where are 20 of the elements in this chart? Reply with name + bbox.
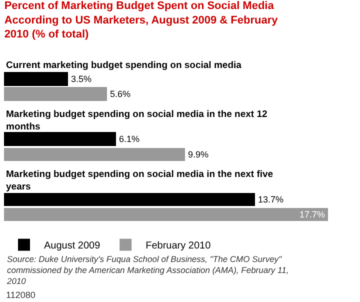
bar (4, 148, 185, 161)
source-note: Source: Duke University's Fuqua School of Business, "The CMO Survey" commissioned by the American Marketing Association (AMA), February 11, 2010 (6, 254, 289, 286)
data-label: 5.6% (110, 89, 131, 99)
chart-title: Percent of Marketing Budget Spent on Social Media According to US Marketers, August 2009 & February 2010 (% of total) (4, 0, 279, 41)
data-label: 9.9% (188, 150, 209, 160)
bar (4, 193, 255, 206)
bar (4, 87, 107, 101)
data-label: 6.1% (119, 134, 140, 144)
data-label: 13.7% (258, 194, 284, 204)
legend-label: August 2009 (44, 240, 101, 252)
data-label: 3.5% (71, 74, 92, 84)
bar (4, 72, 68, 86)
bar (4, 132, 116, 146)
y-tick-label: Marketing budget spending on social media in the next 12 months (6, 109, 268, 132)
data-label: 17.7% (299, 210, 325, 220)
bar (4, 208, 328, 221)
legend-label: February 2010 (146, 240, 212, 252)
text: 112080 (6, 290, 36, 300)
y-tick-label: Current marketing budget spending on social media (6, 60, 242, 71)
y-tick-label: Marketing budget spending on social media in the next five years (6, 169, 274, 192)
